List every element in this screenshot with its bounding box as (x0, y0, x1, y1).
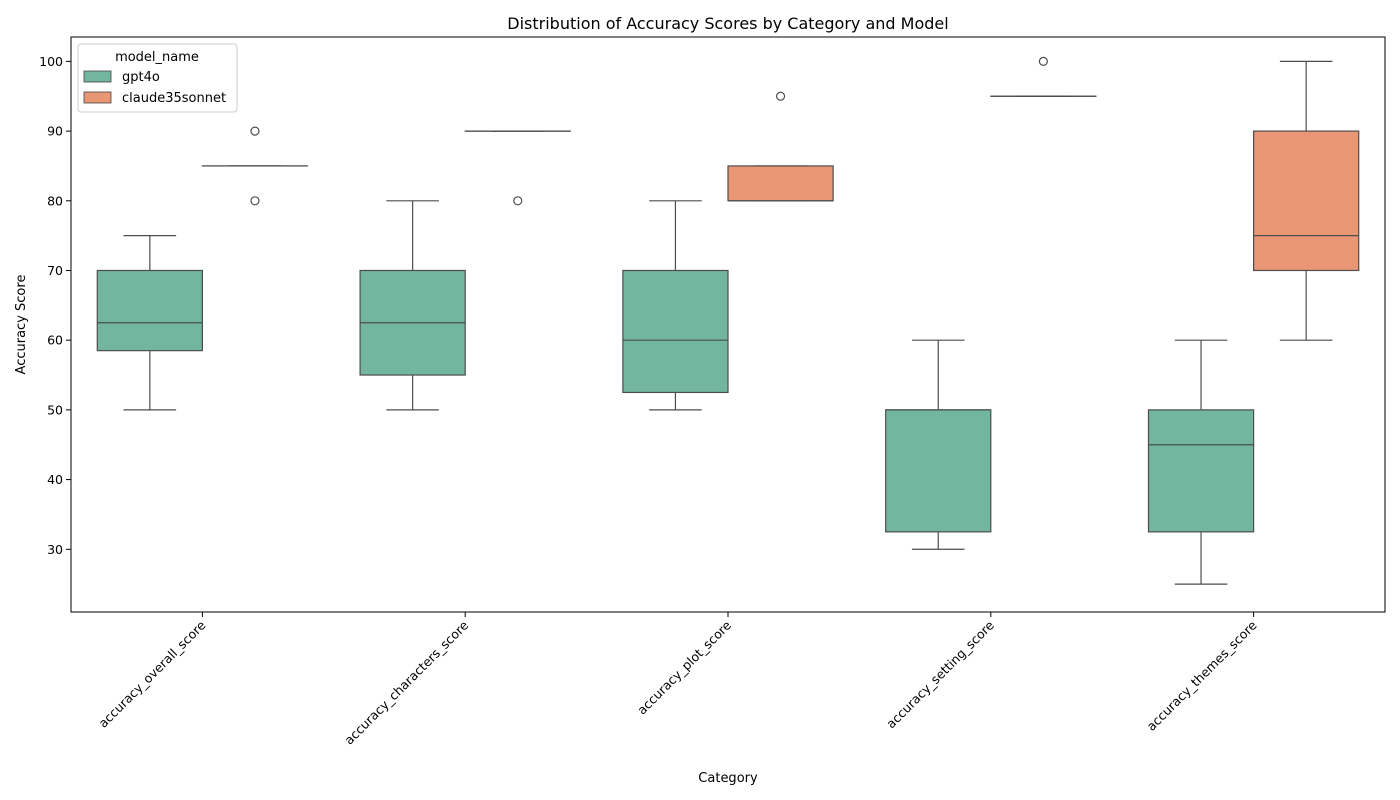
x-tick-label: accuracy_setting_score (883, 617, 997, 731)
y-tick-label: 30 (47, 542, 63, 557)
box-iqr (1252, 130, 1360, 272)
x-axis-label: Category (698, 771, 758, 786)
box-claude35sonnet-3 (990, 56, 1097, 97)
y-tick-label: 100 (39, 54, 63, 69)
x-tick-label: accuracy_plot_score (634, 617, 734, 717)
box-gpt4o-2 (622, 200, 729, 411)
box-claude35sonnet-2 (727, 91, 834, 202)
box-gpt4o-4 (1147, 339, 1255, 585)
box-iqr (1147, 409, 1255, 533)
legend-frame (77, 43, 238, 113)
outlier-point (250, 126, 260, 136)
x-axis: accuracy_overall_score accuracy_character… (95, 612, 1260, 748)
legend: model_name gpt4o claude35sonnet (77, 43, 238, 113)
y-tick-label: 80 (47, 193, 63, 208)
box-gpt4o-3 (885, 339, 992, 550)
y-tick-label: 40 (47, 472, 63, 487)
x-tick-label: accuracy_characters_score (341, 617, 471, 747)
box-gpt4o-1 (359, 200, 466, 411)
box-iqr (885, 409, 992, 533)
y-tick-label: 50 (47, 402, 63, 417)
y-tick-label: 60 (47, 333, 63, 348)
box-claude35sonnet-1 (464, 130, 571, 206)
box-iqr (96, 269, 204, 352)
x-tick-label: accuracy_themes_score (1143, 617, 1259, 733)
outlier-point (1038, 56, 1048, 66)
legend-title: model_name (115, 50, 199, 65)
outlier-point (775, 91, 786, 101)
legend-label-gpt4o: gpt4o (122, 70, 160, 85)
plot-area (96, 56, 1360, 585)
box-iqr (727, 165, 834, 202)
box-claude35sonnet-0 (201, 126, 309, 206)
outlier-point (513, 196, 523, 206)
box-gpt4o-0 (96, 235, 204, 411)
y-axis-label: Accuracy Score (14, 275, 29, 375)
box-iqr (622, 269, 729, 394)
y-tick-label: 70 (47, 263, 63, 278)
legend-swatch-claude35sonnet (83, 91, 112, 104)
legend-swatch-gpt4o (83, 70, 112, 83)
y-tick-label: 90 (47, 124, 63, 139)
legend-label-claude35sonnet: claude35sonnet (122, 91, 226, 106)
chart-title: Distribution of Accuracy Scores by Categ… (507, 14, 948, 33)
box-claude35sonnet-4 (1252, 60, 1360, 341)
outlier-point (250, 196, 260, 206)
x-tick-label: accuracy_overall_score (95, 617, 208, 730)
y-axis: 30 40 50 60 70 80 90 100 (39, 54, 71, 557)
